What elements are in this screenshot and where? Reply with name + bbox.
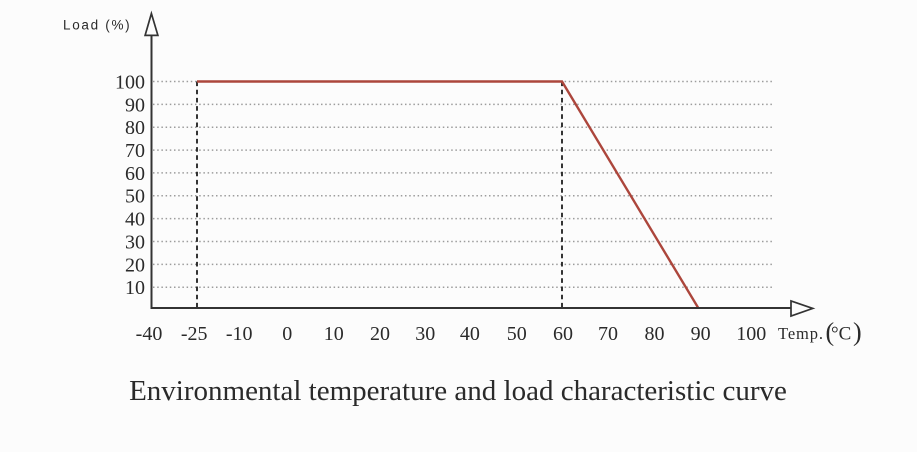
svg-text:90: 90 [691, 323, 711, 345]
svg-text:20: 20 [370, 323, 390, 345]
svg-text:Environmental temperature and: Environmental temperature and load chara… [129, 375, 787, 407]
svg-text:-40: -40 [136, 323, 163, 345]
svg-text:-10: -10 [226, 323, 253, 345]
svg-text:60: 60 [125, 163, 145, 185]
svg-text:70: 70 [125, 140, 145, 162]
svg-text:(: ( [826, 317, 835, 346]
svg-text:-25: -25 [181, 323, 208, 345]
svg-text:10: 10 [125, 277, 145, 299]
svg-text:50: 50 [125, 186, 145, 208]
svg-text:Load (%): Load (%) [63, 18, 131, 33]
svg-text:100: 100 [115, 71, 145, 93]
svg-text:60: 60 [553, 323, 573, 345]
svg-text:0: 0 [282, 323, 292, 345]
svg-text:40: 40 [125, 209, 145, 231]
svg-text:100: 100 [736, 323, 766, 345]
svg-text:30: 30 [415, 323, 435, 345]
svg-text:80: 80 [125, 117, 145, 139]
svg-text:30: 30 [125, 231, 145, 253]
svg-text:Temp.: Temp. [778, 324, 824, 343]
svg-text:40: 40 [460, 323, 480, 345]
svg-text:°C: °C [831, 323, 851, 344]
svg-text:10: 10 [324, 323, 344, 345]
svg-text:80: 80 [645, 323, 665, 345]
svg-text:50: 50 [507, 323, 527, 345]
svg-text:20: 20 [125, 254, 145, 276]
svg-text:): ) [853, 317, 862, 346]
svg-text:70: 70 [598, 323, 618, 345]
svg-text:90: 90 [125, 94, 145, 116]
